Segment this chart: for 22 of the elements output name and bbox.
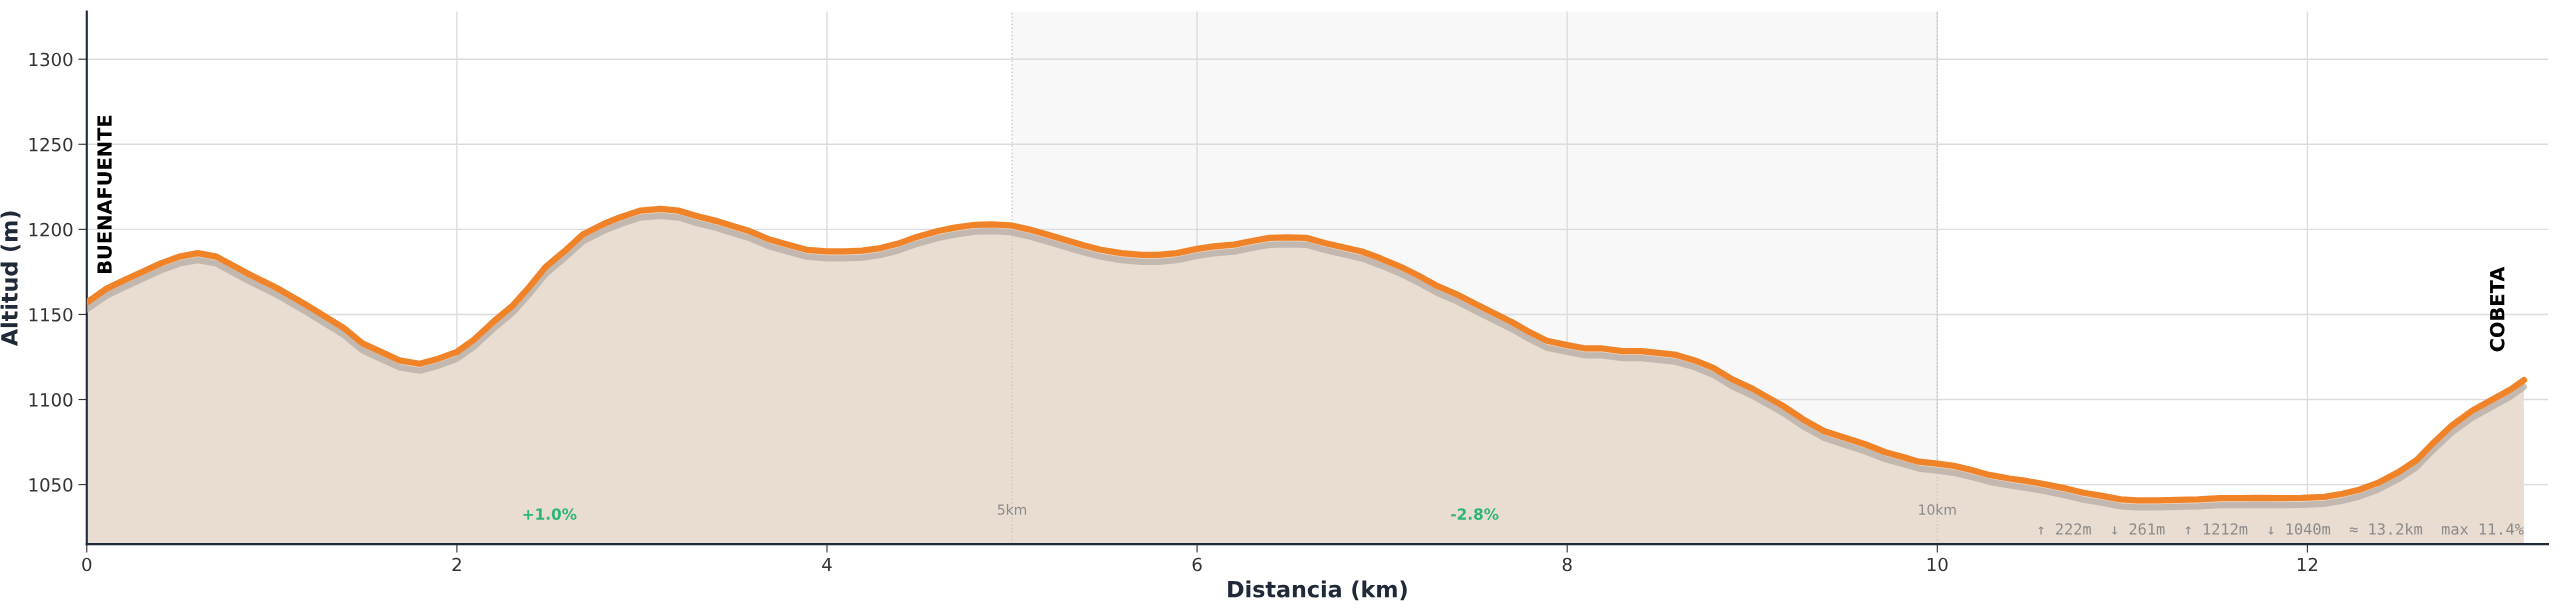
y-tick-label: 1150 [29,307,73,322]
x-tick-label: 10 [1927,557,1948,572]
annotation: ↑ 222m ↓ 261m ↑ 1212m ↓ 1040m ≈ 13.2km max 11.4% [2038,522,2524,535]
ref-line-label: 5km [997,504,1027,515]
annotation: +1.0% [523,508,577,520]
y-tick-label: 1050 [29,478,73,492]
x-tick-label: 12 [2297,557,2318,572]
y-tick-label: 1200 [29,222,73,237]
y-tick-label: 1300 [29,52,73,67]
x-tick-label: 2 [452,557,461,572]
y-tick-label: 1250 [29,137,73,152]
x-axis-title: Distancia (km) [1228,580,1407,601]
y-tick-label: 1100 [29,392,73,407]
annotation: COBETA [2489,266,2505,352]
annotation: BUENAFUENTE [97,115,112,273]
ref-line-label: 10km [1919,504,1956,515]
annotation: -2.8% [1451,508,1499,520]
x-tick-label: 4 [822,557,832,572]
x-tick-label: 6 [1192,557,1202,572]
y-axis-title: Altitud (m) [0,211,21,347]
x-tick-label: 8 [1562,557,1572,572]
x-tick-label: 0 [82,557,92,572]
